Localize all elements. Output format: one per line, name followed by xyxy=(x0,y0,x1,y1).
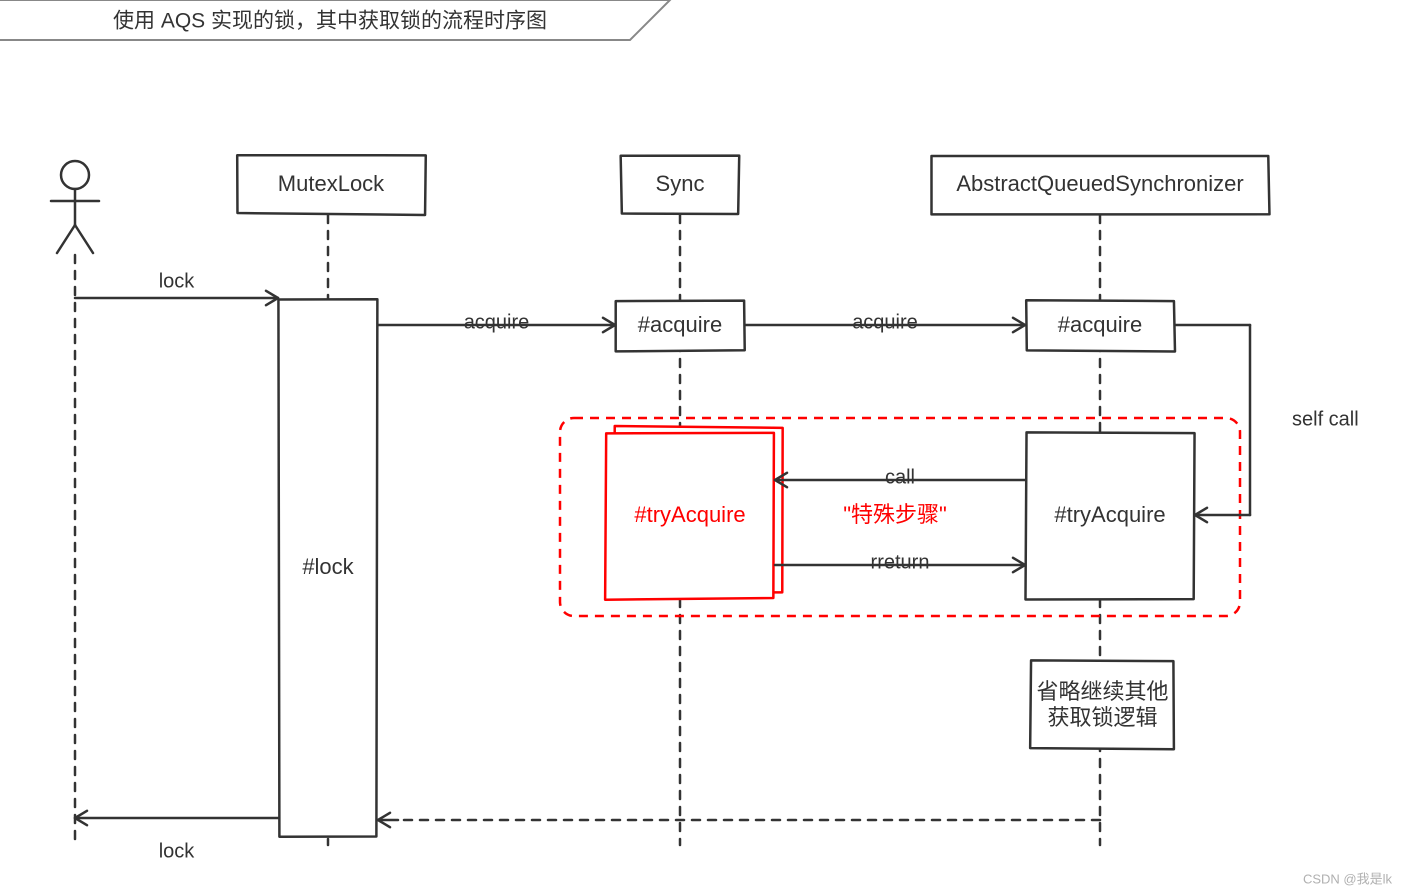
actor-head xyxy=(61,161,89,189)
msg-lock-in-label: lock xyxy=(159,270,196,292)
activation-sync_acq-label: #acquire xyxy=(638,312,722,337)
actor-leg xyxy=(75,225,93,253)
activation-aqs_omit-label: 获取锁逻辑 xyxy=(1047,705,1157,730)
activation-aqs_acq-label: #acquire xyxy=(1058,312,1142,337)
title-text: 使用 AQS 实现的锁，其中获取锁的流程时序图 xyxy=(113,10,547,33)
actor-leg xyxy=(57,225,75,253)
activation-sync_try-label: #tryAcquire xyxy=(634,502,745,527)
activation-aqs_try-label: #tryAcquire xyxy=(1054,502,1165,527)
activation-mutex_lock-label: #lock xyxy=(302,554,354,579)
msg-lock-out-label: lock xyxy=(159,840,196,862)
special-step-label: "特殊步骤" xyxy=(843,502,947,527)
watermark: CSDN @我是lk xyxy=(1303,871,1393,886)
participant-mutex-label: MutexLock xyxy=(278,171,385,196)
msg-selfcall-label: self call xyxy=(1292,408,1359,430)
participant-sync-label: Sync xyxy=(656,171,705,196)
msg-acquire1-label: acquire xyxy=(464,311,530,333)
participant-aqs-label: AbstractQueuedSynchronizer xyxy=(956,171,1243,196)
activation-aqs_omit-label: 省略继续其他 xyxy=(1036,679,1168,704)
msg-rreturn-label: rreturn xyxy=(871,551,930,573)
msg-call-label: call xyxy=(885,466,915,488)
msg-acquire2-label: acquire xyxy=(852,311,918,333)
